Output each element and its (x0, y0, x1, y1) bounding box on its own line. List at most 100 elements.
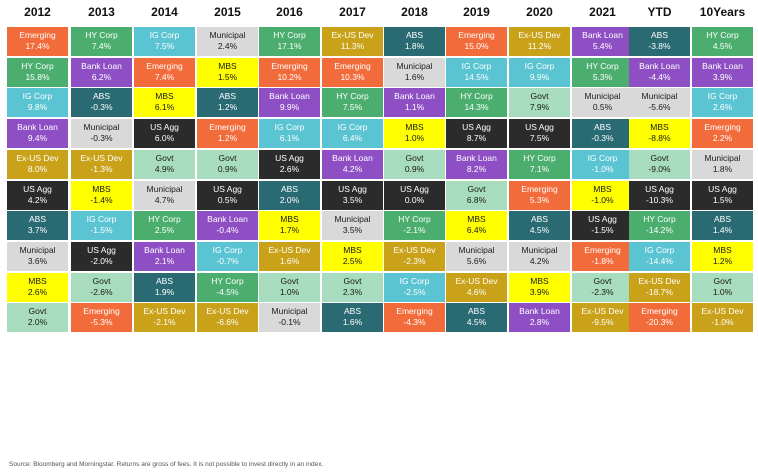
column-header: 2021 (589, 5, 616, 19)
return-cell: ABS 1.6% (322, 303, 383, 333)
return-value: 7.5% (529, 133, 550, 144)
asset-label: US Agg (87, 244, 116, 255)
return-cell: Municipal 1.6% (384, 57, 445, 87)
return-value: 5.6% (466, 255, 487, 266)
return-value: 2.1% (154, 255, 175, 266)
return-value: -1.4% (90, 194, 113, 205)
return-value: 7.5% (342, 102, 363, 113)
column-header: 2020 (526, 5, 553, 19)
return-cell: ABS 1.4% (692, 211, 753, 241)
asset-label: Municipal (334, 214, 371, 225)
asset-label: Govt (467, 183, 486, 194)
asset-label: IG Corp (86, 214, 117, 225)
return-value: -1.0% (711, 317, 734, 328)
asset-label: ABS (405, 30, 423, 40)
return-value: 1.8% (712, 163, 733, 174)
column-header: 2016 (276, 5, 303, 19)
asset-label: HY Corp (85, 30, 118, 40)
return-cell: US Agg 0.0% (384, 180, 445, 210)
asset-label: MBS (218, 60, 237, 71)
asset-label: MBS (405, 122, 424, 133)
return-value: -0.7% (216, 255, 239, 266)
asset-label: Bank Loan (639, 60, 680, 71)
return-value: -5.6% (648, 102, 671, 113)
return-cell: Municipal 1.8% (692, 149, 753, 179)
asset-label: ABS (28, 214, 46, 225)
return-cell: IG Corp 6.4% (322, 119, 383, 149)
return-cell: MBS 2.5% (322, 241, 383, 271)
return-cell: HY Corp -2.1% (384, 211, 445, 241)
return-value: 1.0% (279, 286, 300, 297)
return-cell: HY Corp -4.5% (197, 272, 258, 302)
return-value: 1.0% (404, 133, 425, 144)
return-value: 14.5% (464, 71, 489, 82)
asset-label: MBS (650, 122, 669, 133)
return-value: 17.1% (277, 41, 302, 51)
asset-label: Municipal (146, 183, 183, 194)
return-value: 1.0% (712, 286, 733, 297)
return-cell: HY Corp 5.3% (572, 57, 633, 87)
asset-label: HY Corp (523, 152, 556, 163)
return-value: 2.4% (217, 41, 238, 51)
return-cell: Bank Loan 9.9% (259, 88, 320, 118)
return-value: 4.7% (154, 194, 175, 205)
return-value: -1.3% (90, 163, 113, 174)
return-value: -2.3% (591, 286, 614, 297)
return-value: 4.2% (27, 194, 48, 205)
return-value: 2.6% (27, 286, 48, 297)
asset-label: US Agg (588, 214, 617, 225)
return-value: 8.7% (466, 133, 487, 144)
asset-label: US Agg (400, 183, 429, 194)
return-value: 1.7% (279, 225, 300, 236)
asset-label: HY Corp (398, 214, 431, 225)
asset-label: IG Corp (212, 244, 243, 255)
asset-label: Ex-US Dev (16, 152, 59, 163)
return-value: 4.9% (154, 163, 175, 174)
return-value: 2.5% (154, 225, 175, 236)
return-value: -2.3% (403, 255, 426, 266)
return-value: 3.9% (712, 71, 733, 82)
asset-label: IG Corp (22, 91, 53, 102)
return-value: 15.0% (464, 41, 489, 51)
return-value: 1.6% (404, 71, 425, 82)
return-cell: Municipal 0.5% (572, 88, 633, 118)
return-cell: Bank Loan 3.9% (692, 57, 753, 87)
return-cell: Bank Loan 9.4% (7, 119, 68, 149)
return-cell: IG Corp 7.5% (134, 27, 195, 56)
asset-label: Ex-US Dev (638, 275, 681, 286)
asset-label: Bank Loan (582, 30, 623, 40)
return-cell: HY Corp -14.2% (629, 211, 690, 241)
asset-label: MBS (280, 214, 299, 225)
return-cell: Bank Loan 5.4% (572, 27, 633, 56)
return-value: 4.5% (466, 317, 487, 328)
asset-label: Ex-US Dev (206, 306, 249, 317)
return-value: 4.2% (529, 255, 550, 266)
asset-label: IG Corp (524, 60, 555, 71)
return-value: -3.8% (648, 41, 671, 51)
return-cell: HY Corp 7.5% (322, 88, 383, 118)
asset-label: Municipal (19, 244, 56, 255)
return-value: -6.6% (216, 317, 239, 328)
return-cell: MBS 6.4% (446, 211, 507, 241)
return-cell: Municipal 3.5% (322, 211, 383, 241)
asset-label: Bank Loan (144, 244, 185, 255)
asset-label: Govt (713, 275, 732, 286)
return-value: 14.3% (464, 102, 489, 113)
return-value: -14.4% (646, 255, 673, 266)
return-cell: Emerging 15.0% (446, 27, 507, 56)
return-cell: Bank Loan -0.4% (197, 211, 258, 241)
return-cell: ABS 3.7% (7, 211, 68, 241)
asset-label: Bank Loan (332, 152, 373, 163)
asset-label: Emerging (209, 122, 246, 133)
return-value: 7.4% (91, 41, 112, 51)
return-value: -2.0% (90, 255, 113, 266)
asset-label: Municipal (584, 91, 621, 102)
return-value: -0.3% (90, 102, 113, 113)
return-value: 7.5% (154, 41, 175, 51)
asset-label: IG Corp (587, 152, 618, 163)
source-footnote: Source: Bloomberg and Morningstar. Retur… (9, 461, 324, 468)
asset-label: Govt (650, 152, 669, 163)
column-header: 2012 (24, 5, 51, 19)
return-value: -20.3% (646, 317, 673, 328)
return-value: 1.8% (404, 41, 425, 51)
